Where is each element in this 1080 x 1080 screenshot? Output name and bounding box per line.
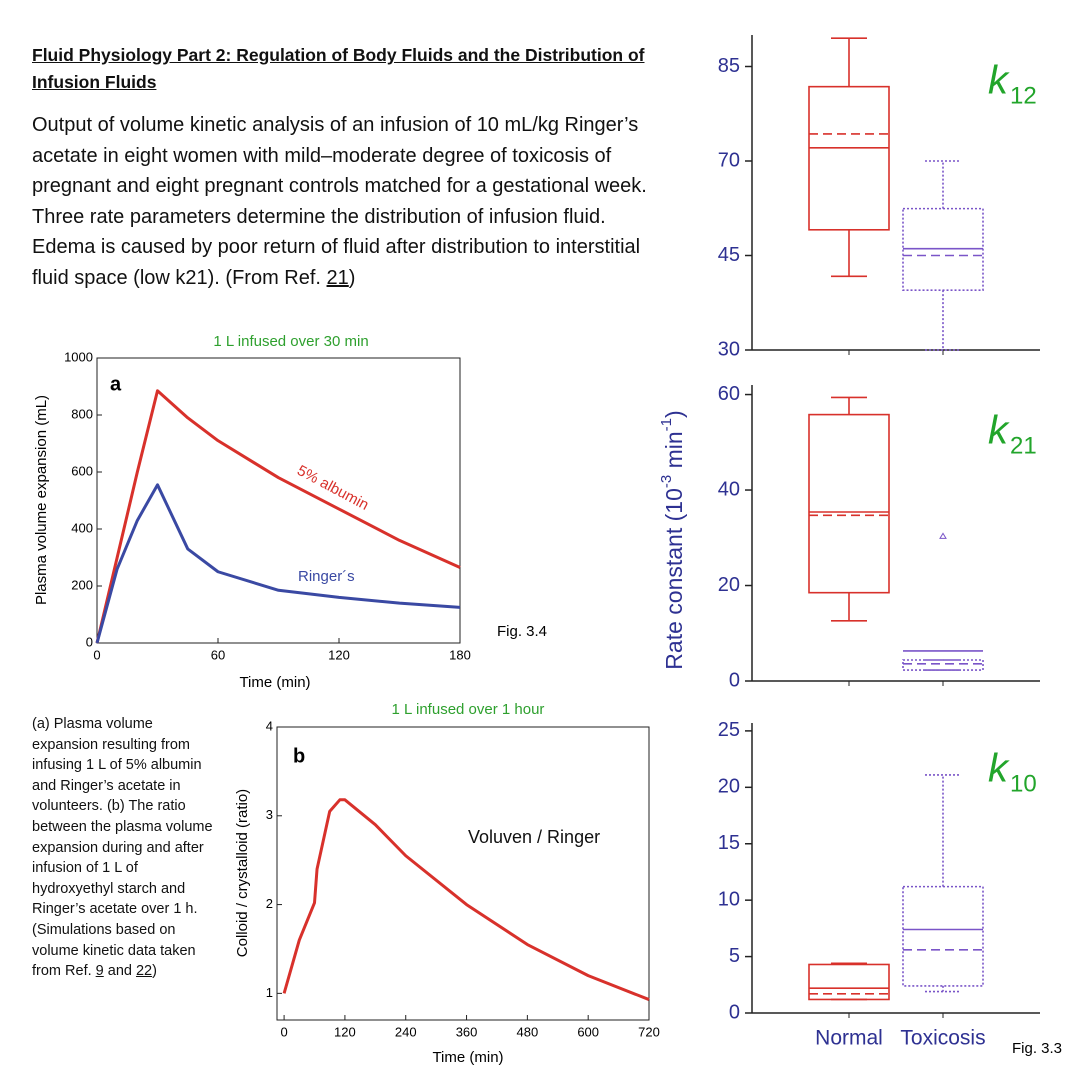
rate-symbol: k [988,747,1010,791]
figure-label: Fig. 3.4 [497,623,547,640]
y-tick-label: 200 [71,577,93,592]
series-label: Ringer´s [298,568,355,585]
reference-link[interactable]: 9 [95,963,104,980]
reference-link[interactable]: 21 [326,266,349,289]
line-series [95,389,461,644]
y-tick-label: 0 [86,634,93,649]
box [808,963,890,1001]
box [808,413,890,594]
y-tick-label: 20 [718,776,740,798]
panel-label: b [293,745,305,767]
box [808,85,890,231]
x-tick-label: 480 [517,1024,539,1039]
y-tick-label: 60 [718,383,740,405]
y-axis-label-part: Rate constant (10 [661,488,687,670]
plot-frame [276,726,650,1021]
text: ) [152,963,157,980]
x-tick-label: 0 [93,647,100,662]
y-tick-label: 0 [729,1001,740,1023]
chart-title: 1 L infused over 1 hour [392,701,545,718]
y-tick-label: 600 [71,463,93,478]
x-tick-label: 60 [211,647,225,662]
y-axis-label-part: -3 [658,475,675,488]
y-axis-label-part: min [661,431,687,474]
paragraph: Output of volume kinetic analysis of an … [32,110,664,293]
box [902,659,984,671]
x-tick-label: 180 [449,647,471,662]
rate-subscript: 12 [1010,82,1037,109]
outlier [939,532,947,539]
y-tick-label: 1000 [64,349,93,364]
line-series [95,483,461,644]
line-series [282,798,650,1001]
rate-symbol: k [988,59,1010,103]
y-tick-label: 70 [718,149,740,171]
x-axis-label: Time (min) [239,674,310,691]
figure-caption: (a) Plasma volume expansion resulting fr… [32,714,222,982]
plot-frame [96,357,461,644]
y-axis-label: Plasma volume expansion (mL) [33,395,50,605]
text: (a) Plasma volume expansion resulting fr… [32,716,213,980]
x-tick-label: 240 [395,1024,417,1039]
y-tick-label: 400 [71,520,93,535]
panel-label: a [110,373,122,395]
rate-subscript: 21 [1010,432,1037,459]
y-tick-label: 4 [266,718,273,733]
document-title: Fluid Physiology Part 2: Regulation of B… [32,45,645,92]
x-tick-label: Normal [815,1027,883,1050]
x-tick-label: 0 [280,1024,287,1039]
x-axis-label: Time (min) [432,1049,503,1066]
reference-link[interactable]: 22 [135,963,153,980]
chart-title: 1 L infused over 30 min [213,333,368,350]
x-tick-label: 720 [638,1024,660,1039]
text: and [103,963,136,980]
rate-symbol: k [988,409,1010,453]
y-tick-label: 5 [729,945,740,967]
figure-label: Fig. 3.3 [1012,1040,1062,1057]
y-tick-label: 1 [266,985,273,1000]
x-tick-label: 360 [456,1024,478,1039]
x-tick-label: 120 [334,1024,356,1039]
y-tick-label: 20 [718,574,740,596]
y-axis-label-part: ) [661,410,687,418]
y-tick-label: 0 [729,669,740,691]
y-tick-label: 85 [718,55,740,77]
rate-subscript: 10 [1010,770,1037,797]
text: ) [348,266,356,289]
y-tick-label: 25 [718,719,740,741]
y-axis-label-part: -1 [658,418,675,431]
x-tick-label: Toxicosis [900,1027,985,1050]
y-tick-label: 2 [266,896,273,911]
y-tick-label: 45 [718,244,740,266]
y-tick-label: 800 [71,406,93,421]
x-tick-label: 600 [577,1024,599,1039]
text: Output of volume kinetic analysis of an … [32,114,647,289]
y-axis-label: Rate constant (10-3 min-1) [658,410,687,669]
y-tick-label: 40 [718,478,740,500]
series-label: Voluven / Ringer [468,827,600,847]
x-tick-label: 120 [328,647,350,662]
y-tick-label: 30 [718,338,740,360]
box [902,885,984,987]
y-tick-label: 3 [266,807,273,822]
y-tick-label: 15 [718,832,740,854]
y-axis-label: Colloid / crystalloid (ratio) [234,789,251,957]
y-tick-label: 10 [718,888,740,910]
